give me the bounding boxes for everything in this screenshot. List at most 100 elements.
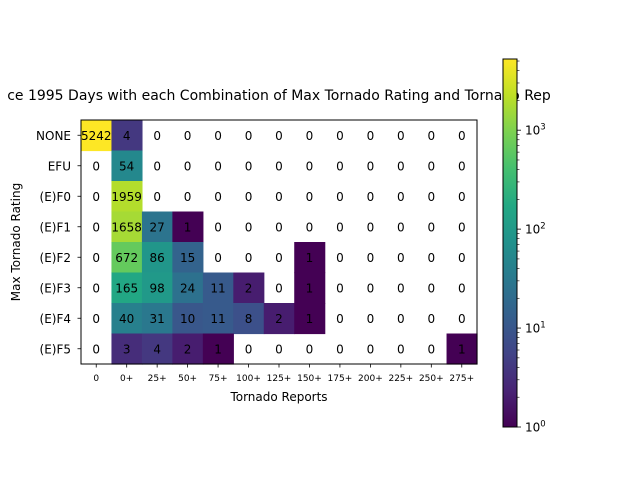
cell-value: 0 <box>397 281 405 295</box>
heatmap-cell <box>172 303 204 335</box>
cell-value: 0 <box>245 220 253 234</box>
cell-value: 0 <box>275 159 283 173</box>
cell-value: 2 <box>275 312 283 326</box>
cell-value: 0 <box>184 159 192 173</box>
cell-value: 0 <box>306 220 314 234</box>
x-tick-label: 200+ <box>358 374 383 384</box>
cell-value: 0 <box>367 129 375 143</box>
cell-value: 0 <box>92 342 100 356</box>
colorbar-frame <box>502 58 518 428</box>
cell-value: 0 <box>397 220 405 234</box>
cell-value: 0 <box>367 220 375 234</box>
cell-value: 0 <box>427 129 435 143</box>
cell-value: 40 <box>119 312 134 326</box>
cell-value: 0 <box>306 342 314 356</box>
x-tick-label: 25+ <box>148 374 167 384</box>
cell-value: 0 <box>397 312 405 326</box>
cell-value: 0 <box>153 129 161 143</box>
cell-value: 0 <box>367 159 375 173</box>
heatmap-cell <box>202 272 234 304</box>
cell-value: 0 <box>92 190 100 204</box>
heatmap-cell <box>111 272 143 304</box>
cell-value: 0 <box>306 129 314 143</box>
cell-value: 0 <box>427 220 435 234</box>
cell-value: 0 <box>458 220 466 234</box>
heatmap-cell <box>446 333 478 365</box>
cell-value: 0 <box>245 159 253 173</box>
cell-value: 0 <box>92 159 100 173</box>
heatmap-cell <box>202 303 234 335</box>
y-tick-label: NONE <box>36 129 71 143</box>
cell-value: 0 <box>245 190 253 204</box>
cell-value: 2 <box>184 342 192 356</box>
cell-value: 0 <box>427 281 435 295</box>
cell-value: 0 <box>184 190 192 204</box>
cell-value: 0 <box>367 281 375 295</box>
heatmap-cell <box>141 303 173 335</box>
colorbar: 100 101 102 103 <box>502 58 546 435</box>
cell-value: 0 <box>427 312 435 326</box>
x-tick-label: 150+ <box>297 374 322 384</box>
heatmap-cell <box>294 272 326 304</box>
x-tick-label: 125+ <box>267 374 292 384</box>
colorbar-gradient <box>503 59 517 427</box>
heatmap-cell <box>172 333 204 365</box>
cell-value: 0 <box>397 190 405 204</box>
x-axis-label: Tornado Reports <box>229 390 327 404</box>
cell-value: 0 <box>275 251 283 265</box>
colorbar-tick-label: 100 <box>525 420 546 435</box>
cell-value: 0 <box>306 159 314 173</box>
cell-value: 11 <box>210 312 225 326</box>
cell-value: 0 <box>153 159 161 173</box>
heatmap-cell <box>111 303 143 335</box>
cell-value: 0 <box>245 342 253 356</box>
y-axis: NONE EFU (E)F0 (E)F1 (E)F2 (E)F3 (E)F4 (E)F5 <box>36 129 81 356</box>
cell-value: 4 <box>153 342 161 356</box>
cell-value: 0 <box>92 312 100 326</box>
x-tick-label: 0 <box>93 374 99 384</box>
cell-value: 0 <box>427 159 435 173</box>
heatmap-cell <box>263 303 295 335</box>
cell-value-labels: 5242 4 0 0 0 0 0 0 0 0 0 0 00 54 0 0 0 0 0 0 0 0 0 0 00 1959 0 0 0 0 0… <box>81 129 466 357</box>
cell-value: 0 <box>275 281 283 295</box>
cell-value: 0 <box>214 159 222 173</box>
cell-value: 0 <box>214 129 222 143</box>
cell-value: 1 <box>306 312 314 326</box>
heatmap-cell <box>111 150 143 182</box>
cell-value: 0 <box>367 312 375 326</box>
cell-value: 0 <box>458 159 466 173</box>
cell-value: 0 <box>336 342 344 356</box>
cell-value: 2 <box>245 281 253 295</box>
heatmap-cell <box>81 120 113 152</box>
cell-value: 0 <box>336 251 344 265</box>
y-tick-label: (E)F4 <box>40 312 71 326</box>
y-axis-label: Max Tornado Rating <box>9 183 23 301</box>
heatmap-cell <box>111 242 143 274</box>
heatmap-cell <box>141 211 173 243</box>
x-tick-label: 175+ <box>328 374 353 384</box>
heatmap-cell <box>111 211 143 243</box>
cell-value: 1 <box>306 281 314 295</box>
x-tick-label: 50+ <box>178 374 197 384</box>
cell-value: 0 <box>275 190 283 204</box>
x-tick-label: 225+ <box>388 374 413 384</box>
cell-value: 0 <box>367 190 375 204</box>
cell-value: 0 <box>397 129 405 143</box>
cell-value: 0 <box>427 190 435 204</box>
cell-value: 3 <box>123 342 131 356</box>
cell-value: 0 <box>92 251 100 265</box>
cell-value: 15 <box>180 251 195 265</box>
heatmap-cell <box>233 303 265 335</box>
cell-value: 0 <box>458 281 466 295</box>
cell-value: 0 <box>458 312 466 326</box>
x-tick-label: 275+ <box>449 374 474 384</box>
cell-value: 0 <box>397 251 405 265</box>
y-tick-label: (E)F5 <box>40 342 71 356</box>
cell-value: 0 <box>458 251 466 265</box>
colorbar-tick-label: 103 <box>525 123 546 138</box>
heatmap-cell <box>111 181 143 213</box>
cell-value: 4 <box>123 129 131 143</box>
cell-value: 0 <box>184 129 192 143</box>
heatmap-cell <box>172 211 204 243</box>
